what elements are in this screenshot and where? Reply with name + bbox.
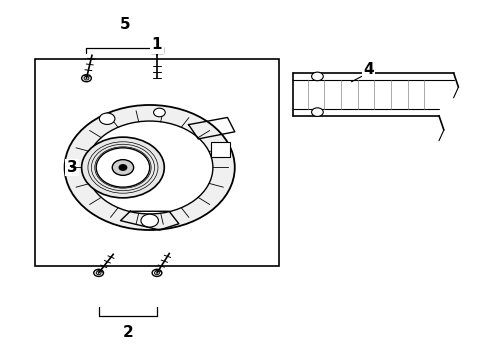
Circle shape <box>119 165 126 170</box>
Circle shape <box>311 72 323 81</box>
Bar <box>210 143 230 157</box>
Text: 1: 1 <box>151 37 162 53</box>
Circle shape <box>81 75 91 82</box>
Circle shape <box>96 148 149 187</box>
Circle shape <box>311 108 323 116</box>
Text: 2: 2 <box>122 325 133 341</box>
Circle shape <box>154 271 159 275</box>
Circle shape <box>96 271 101 275</box>
Circle shape <box>94 269 103 276</box>
Circle shape <box>81 137 164 198</box>
Circle shape <box>64 105 234 230</box>
Bar <box>35 59 278 266</box>
Circle shape <box>153 108 165 117</box>
Text: 3: 3 <box>66 160 77 175</box>
Circle shape <box>141 214 158 227</box>
Text: 4: 4 <box>363 62 373 77</box>
Bar <box>151 48 163 53</box>
Circle shape <box>86 121 212 214</box>
Circle shape <box>99 113 115 125</box>
Circle shape <box>84 76 89 80</box>
Circle shape <box>152 269 162 276</box>
Circle shape <box>112 159 133 175</box>
Text: 5: 5 <box>120 17 130 32</box>
